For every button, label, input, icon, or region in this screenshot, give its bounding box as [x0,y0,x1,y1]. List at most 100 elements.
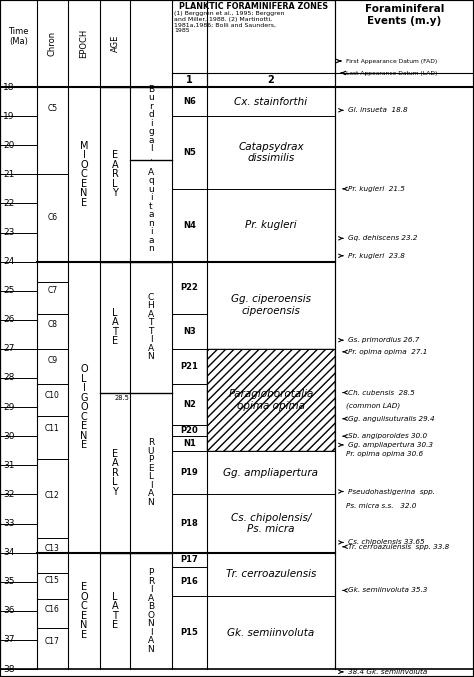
Text: Paragloborotalia
opima opima: Paragloborotalia opima opima [228,389,314,411]
Text: R: R [148,438,154,447]
Text: a: a [148,236,154,245]
Text: .: . [150,153,153,162]
Text: 23: 23 [3,228,14,237]
Text: 1: 1 [186,75,193,85]
Text: Gg. ampliapertura 30.3: Gg. ampliapertura 30.3 [348,442,433,448]
Text: R: R [148,577,154,586]
Text: N: N [147,498,155,507]
Text: I: I [82,383,85,393]
Text: L: L [148,473,154,481]
Text: E: E [148,464,154,473]
Text: 26: 26 [3,315,14,324]
Text: E: E [112,150,118,160]
Text: 37: 37 [3,636,15,645]
Text: 2: 2 [268,75,274,85]
Text: P21: P21 [181,362,199,371]
Text: i: i [150,227,152,236]
Text: (common LAD): (common LAD) [346,402,400,409]
Text: O: O [80,160,88,170]
Text: 25: 25 [3,286,14,295]
Text: 28.5: 28.5 [114,395,129,401]
Text: N6: N6 [183,97,196,106]
Text: T: T [112,611,118,621]
Text: C6: C6 [47,213,57,223]
Text: N5: N5 [183,148,196,157]
Text: A: A [148,168,154,177]
Text: I: I [150,628,152,636]
Text: C5: C5 [47,104,57,113]
Text: Y: Y [112,487,118,496]
Text: Pr. kugleri  23.8: Pr. kugleri 23.8 [348,253,405,259]
Text: L: L [112,592,118,602]
Text: E: E [81,179,87,189]
Text: Y: Y [112,188,118,198]
Text: Pr. opima opima  27.1: Pr. opima opima 27.1 [348,349,428,355]
Text: 29: 29 [3,403,14,412]
Text: 20: 20 [3,141,14,150]
Text: 38.4 Gk. semiinvoluta: 38.4 Gk. semiinvoluta [348,669,428,675]
Text: Gs. primordius 26.7: Gs. primordius 26.7 [348,337,419,343]
Text: (1) Berggren et al., 1995; Berggren
and Miller, 1988. (2) Martinotti,
1981a,1986: (1) Berggren et al., 1995; Berggren and … [174,11,284,33]
Text: n: n [148,219,154,228]
Text: G: G [80,393,88,403]
Text: C: C [148,293,154,302]
Text: Gg. ciperoensis
ciperoensis: Gg. ciperoensis ciperoensis [231,294,311,316]
Text: L: L [112,477,118,487]
Text: C9: C9 [47,356,57,365]
Text: A: A [148,489,154,498]
Text: O: O [147,611,155,619]
Text: PLANKTIC FORAMINIFERA ZONES: PLANKTIC FORAMINIFERA ZONES [179,2,328,11]
Text: a: a [148,211,154,219]
Text: L: L [81,374,87,384]
Text: 38: 38 [3,665,15,674]
Text: EPOCH: EPOCH [80,29,89,58]
Text: P18: P18 [181,519,199,528]
Text: P: P [148,568,154,577]
Text: N: N [147,352,155,362]
Text: q: q [148,177,154,185]
Text: A: A [112,458,118,468]
Text: 27: 27 [3,345,14,353]
Text: C: C [81,169,87,179]
Text: H: H [147,301,155,310]
Text: Foraminiferal
Events (m.y): Foraminiferal Events (m.y) [365,4,444,26]
Text: E: E [81,582,87,592]
Text: Chron: Chron [48,31,57,56]
Text: T: T [112,327,118,337]
Text: Gk. semiinvoluta: Gk. semiinvoluta [228,628,315,638]
Text: N: N [80,431,88,441]
Text: Time
(Ma): Time (Ma) [8,27,29,46]
Text: T: T [148,318,154,327]
Text: R: R [111,468,118,477]
Text: Gl. insueta  18.8: Gl. insueta 18.8 [348,107,408,113]
Text: E: E [112,336,118,347]
Text: Pr. opima opima 30.6: Pr. opima opima 30.6 [346,451,423,457]
Text: 31: 31 [3,461,15,470]
Text: First Appearance Datum (FAD): First Appearance Datum (FAD) [346,58,437,64]
Text: E: E [81,440,87,450]
Text: n: n [148,244,154,253]
Text: A: A [148,310,154,319]
Text: 22: 22 [3,199,14,208]
Text: P15: P15 [181,628,199,637]
Text: r: r [149,102,153,111]
Text: O: O [80,592,88,602]
Text: 34: 34 [3,548,14,557]
Text: P16: P16 [181,577,199,586]
Text: Gg. angulisuturalis 29.4: Gg. angulisuturalis 29.4 [348,416,435,422]
Text: Gq. dehiscens 23.2: Gq. dehiscens 23.2 [348,236,418,241]
Text: C: C [81,412,87,422]
Text: A: A [148,594,154,603]
Text: I: I [150,335,152,345]
Text: u: u [148,93,154,102]
Text: Ch. cubensis  28.5: Ch. cubensis 28.5 [348,389,415,395]
Text: P20: P20 [181,426,199,435]
Text: Gk. semiinvoluta 35.3: Gk. semiinvoluta 35.3 [348,588,428,594]
Text: L: L [112,308,118,318]
Text: A: A [148,636,154,645]
Text: Last Appearance Datum (LAD): Last Appearance Datum (LAD) [346,70,438,76]
Text: N2: N2 [183,399,196,409]
Text: 19: 19 [3,112,15,121]
Text: C13: C13 [45,544,60,552]
Text: C8: C8 [47,320,57,328]
